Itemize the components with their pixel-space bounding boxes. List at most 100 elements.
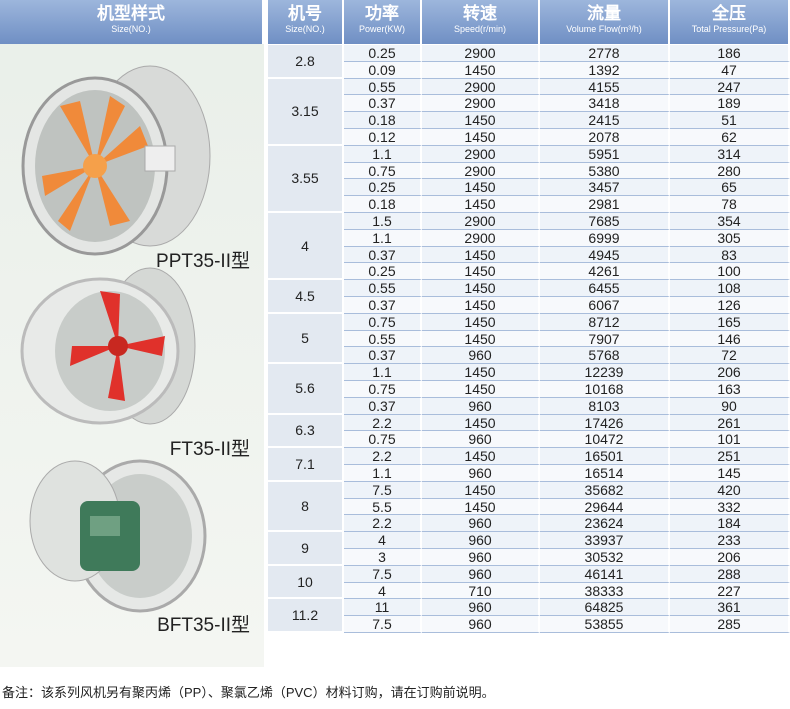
- data-cell: 7.5: [344, 616, 422, 633]
- data-cell: 10472: [540, 431, 670, 449]
- data-cell: 186: [670, 45, 790, 62]
- data-cell: 960: [422, 599, 540, 617]
- left-header: 机型样式 Size(NO.): [0, 0, 264, 44]
- data-cell: 332: [670, 499, 790, 516]
- data-cell: 6999: [540, 230, 670, 247]
- column-header: 机号 Size(NO.): [268, 0, 344, 44]
- data-cell: 0.12: [344, 129, 422, 146]
- data-cell: 7.5: [344, 482, 422, 499]
- data-cell: 2900: [422, 146, 540, 163]
- column-subtitle: Power(KW): [358, 24, 405, 34]
- data-cell: 1450: [422, 297, 540, 314]
- data-cell: 0.75: [344, 314, 422, 331]
- model-label: PPT35-II型: [156, 251, 250, 272]
- data-cell: 7685: [540, 213, 670, 230]
- data-cell: 285: [670, 616, 790, 633]
- data-cell: 8712: [540, 314, 670, 331]
- data-cell: 2900: [422, 45, 540, 62]
- data-cell: 6067: [540, 297, 670, 314]
- data-cell: 0.37: [344, 247, 422, 264]
- data-cell: 420: [670, 482, 790, 499]
- data-cell: 78: [670, 196, 790, 213]
- data-cell: 46141: [540, 566, 670, 583]
- data-cell: 960: [422, 515, 540, 533]
- fan-bft: [29, 459, 207, 613]
- data-cell: 960: [422, 566, 540, 583]
- data-cell: 12239: [540, 364, 670, 381]
- data-cell: 11: [344, 599, 422, 617]
- data-cell: 261: [670, 415, 790, 432]
- data-cell: 0.09: [344, 62, 422, 79]
- data-cell: 1450: [422, 129, 540, 146]
- column-header: 功率 Power(KW): [344, 0, 422, 44]
- data-cell: 1.1: [344, 465, 422, 482]
- data-cell: 0.25: [344, 263, 422, 281]
- size-cell: 5.6: [268, 364, 344, 415]
- data-cell: 1450: [422, 62, 540, 79]
- data-cell: 5768: [540, 347, 670, 365]
- data-cell: 65: [670, 179, 790, 197]
- fan-ppt: [21, 65, 211, 256]
- column-header: 流量 Volume Flow(m³/h): [540, 0, 670, 44]
- data-cell: 4: [344, 532, 422, 549]
- data-cell: 83: [670, 247, 790, 264]
- data-cell: 2078: [540, 129, 670, 146]
- data-cell: 126: [670, 297, 790, 314]
- column-title: 转速: [463, 4, 497, 23]
- data-cell: 960: [422, 549, 540, 566]
- data-cell: 227: [670, 583, 790, 600]
- data-cell: 2900: [422, 213, 540, 230]
- data-cell: 233: [670, 532, 790, 549]
- data-cell: 108: [670, 280, 790, 297]
- data-cell: 0.75: [344, 381, 422, 398]
- fan-images: [20, 65, 211, 613]
- data-cell: 30532: [540, 549, 670, 566]
- data-cell: 38333: [540, 583, 670, 600]
- data-cell: 3: [344, 549, 422, 566]
- data-cell: 1450: [422, 247, 540, 264]
- data-cell: 53855: [540, 616, 670, 633]
- data-cell: 0.55: [344, 79, 422, 96]
- data-cell: 8103: [540, 398, 670, 415]
- fan-ft: [20, 267, 196, 425]
- data-cell: 1450: [422, 112, 540, 129]
- data-cell: 16514: [540, 465, 670, 482]
- data-cell: 90: [670, 398, 790, 415]
- data-cell: 2981: [540, 196, 670, 213]
- data-cell: 146: [670, 331, 790, 348]
- header-title: 机型样式: [97, 4, 165, 23]
- data-cell: 3418: [540, 95, 670, 113]
- data-cell: 0.37: [344, 347, 422, 365]
- data-cell: 145: [670, 465, 790, 482]
- data-cell: 1.1: [344, 364, 422, 381]
- column-subtitle: Total Pressure(Pa): [691, 24, 767, 34]
- data-cell: 2900: [422, 163, 540, 180]
- column-subtitle: Volume Flow(m³/h): [566, 24, 642, 34]
- model-label: FT35-II型: [169, 439, 250, 460]
- data-cell: 2.2: [344, 515, 422, 533]
- data-cell: 206: [670, 549, 790, 566]
- data-cell: 280: [670, 163, 790, 180]
- size-cell: 10: [268, 565, 344, 600]
- data-cell: 4261: [540, 263, 670, 281]
- data-cell: 0.55: [344, 331, 422, 348]
- data-cell: 2.2: [344, 415, 422, 432]
- data-cell: 1450: [422, 499, 540, 516]
- data-cell: 4155: [540, 79, 670, 96]
- data-cell: 247: [670, 79, 790, 96]
- size-cell: 4: [268, 213, 344, 281]
- data-cell: 305: [670, 230, 790, 247]
- column-title: 全压: [712, 4, 746, 23]
- data-cell: 251: [670, 448, 790, 465]
- size-cell: 2.8: [268, 45, 344, 79]
- data-cell: 0.55: [344, 280, 422, 297]
- data-cell: 189: [670, 95, 790, 113]
- data-cell: 5.5: [344, 499, 422, 516]
- data-cell: 62: [670, 129, 790, 146]
- data-cell: 314: [670, 146, 790, 163]
- data-cell: 47: [670, 62, 790, 79]
- data-cell: 1392: [540, 62, 670, 79]
- size-cell: 6.3: [268, 414, 344, 449]
- data-cell: 4: [344, 583, 422, 600]
- data-cell: 35682: [540, 482, 670, 499]
